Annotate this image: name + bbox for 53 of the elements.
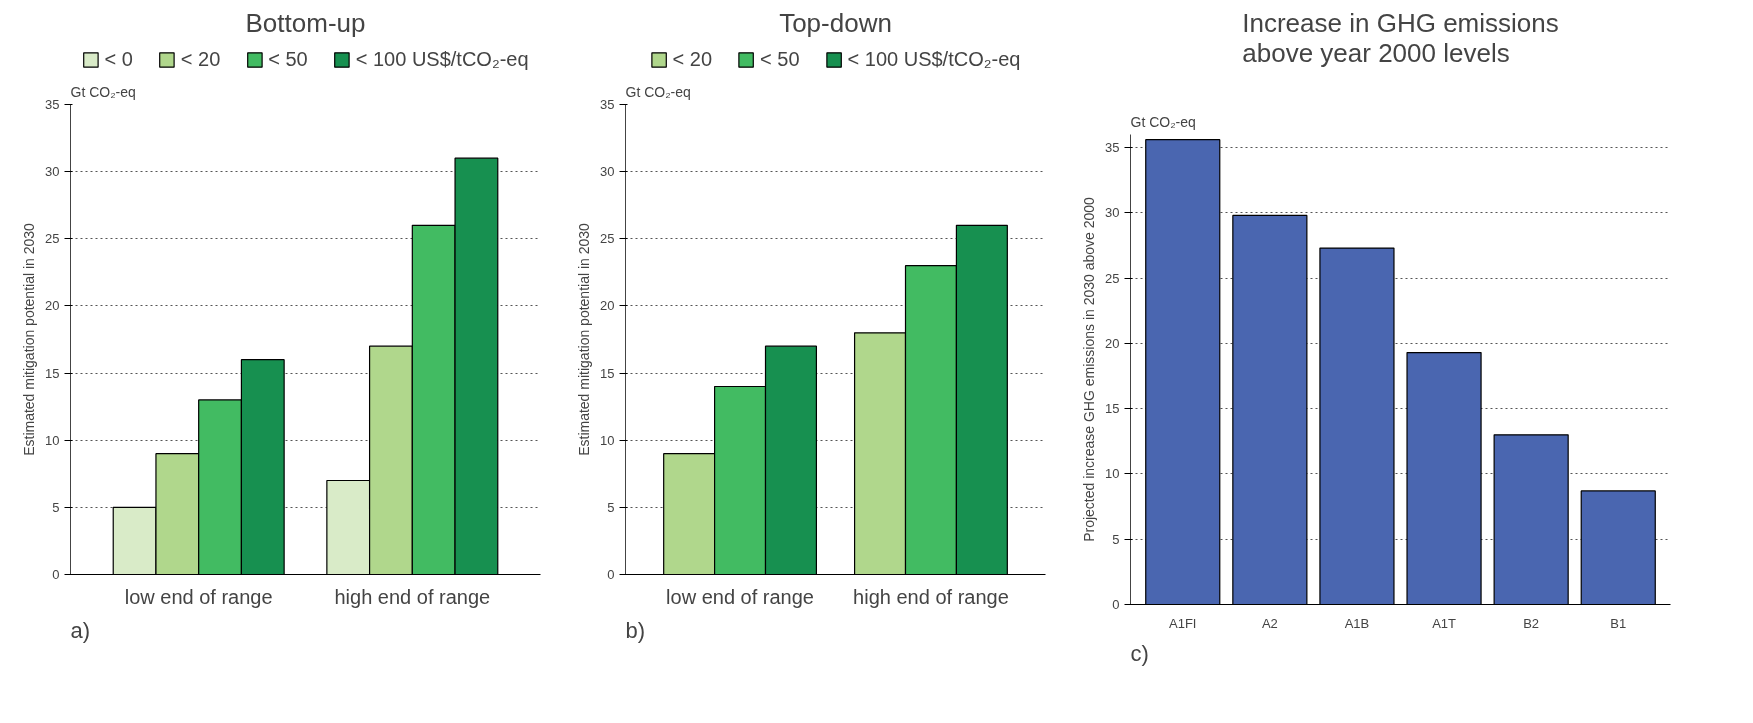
y-axis-title: Estimated mitigation potential in 2030 bbox=[576, 222, 593, 456]
y-tick-label: 5 bbox=[1112, 531, 1120, 547]
x-tick-label: B1 bbox=[1610, 615, 1627, 631]
y-tick-label: 20 bbox=[45, 298, 60, 314]
x-tick-label: low end of range bbox=[666, 585, 814, 608]
x-tick-label: A2 bbox=[1261, 615, 1278, 631]
y-tick-label: 30 bbox=[1105, 205, 1120, 221]
text: b) bbox=[625, 617, 646, 643]
text: c) bbox=[1130, 640, 1149, 666]
legend-label: < 100 US$/tCO₂-eq bbox=[847, 47, 1021, 71]
y-tick-label: 20 bbox=[1105, 335, 1120, 351]
text: Gt CO₂-eq bbox=[625, 83, 691, 100]
y-tick-label: 15 bbox=[45, 365, 60, 381]
y-tick-label: 35 bbox=[45, 97, 60, 112]
legend-label: < 20 bbox=[672, 47, 713, 71]
y-tick-label: 0 bbox=[52, 567, 60, 582]
y-tick-label: 15 bbox=[1105, 401, 1120, 417]
x-tick-label: low end of range bbox=[124, 585, 273, 608]
chart-title: Top-down bbox=[779, 7, 892, 38]
legend-label: < 20 bbox=[180, 47, 221, 71]
chart-title: Bottom-up bbox=[245, 7, 366, 38]
x-tick-label: A1FI bbox=[1169, 615, 1197, 631]
y-tick-label: 25 bbox=[1105, 270, 1120, 286]
y-tick-label: 10 bbox=[600, 432, 615, 448]
legend-label: < 50 bbox=[268, 47, 308, 71]
y-tick-label: 25 bbox=[600, 231, 615, 247]
y-tick-label: 0 bbox=[1112, 597, 1120, 612]
y-tick-label: 30 bbox=[600, 164, 615, 180]
y-tick-label: 10 bbox=[45, 432, 60, 448]
x-tick-label: A1B bbox=[1344, 615, 1370, 631]
y-tick-label: 25 bbox=[45, 231, 60, 247]
chart-title: Increase in GHG emissions above year 2000 levels bbox=[1242, 7, 1559, 68]
text: Gt CO₂-eq bbox=[1130, 113, 1196, 130]
x-tick-label: A1T bbox=[1432, 615, 1457, 631]
x-tick-label: high end of range bbox=[853, 585, 1009, 608]
y-tick-label: 35 bbox=[1105, 140, 1120, 156]
y-tick-label: 35 bbox=[600, 97, 615, 112]
text: Gt CO₂-eq bbox=[70, 83, 136, 100]
y-tick-label: 5 bbox=[52, 499, 60, 515]
y-tick-label: 0 bbox=[607, 567, 615, 582]
text: a) bbox=[70, 617, 91, 643]
legend-label: < 100 US$/tCO₂-eq bbox=[355, 47, 529, 71]
y-tick-label: 5 bbox=[607, 499, 615, 515]
x-tick-label: high end of range bbox=[334, 585, 491, 608]
y-axis-title: Projected increase GHG emissions in 2030 above 2000 bbox=[1081, 196, 1098, 542]
x-tick-label: B2 bbox=[1523, 615, 1540, 631]
legend-label: < 0 bbox=[104, 47, 133, 71]
legend-label: < 50 bbox=[760, 47, 800, 71]
y-tick-label: 20 bbox=[600, 298, 615, 314]
y-axis-title: Estimated mitigation potential in 2030 bbox=[21, 222, 38, 456]
y-tick-label: 10 bbox=[1105, 466, 1120, 482]
y-tick-label: 15 bbox=[600, 365, 615, 381]
y-tick-label: 30 bbox=[45, 164, 60, 180]
